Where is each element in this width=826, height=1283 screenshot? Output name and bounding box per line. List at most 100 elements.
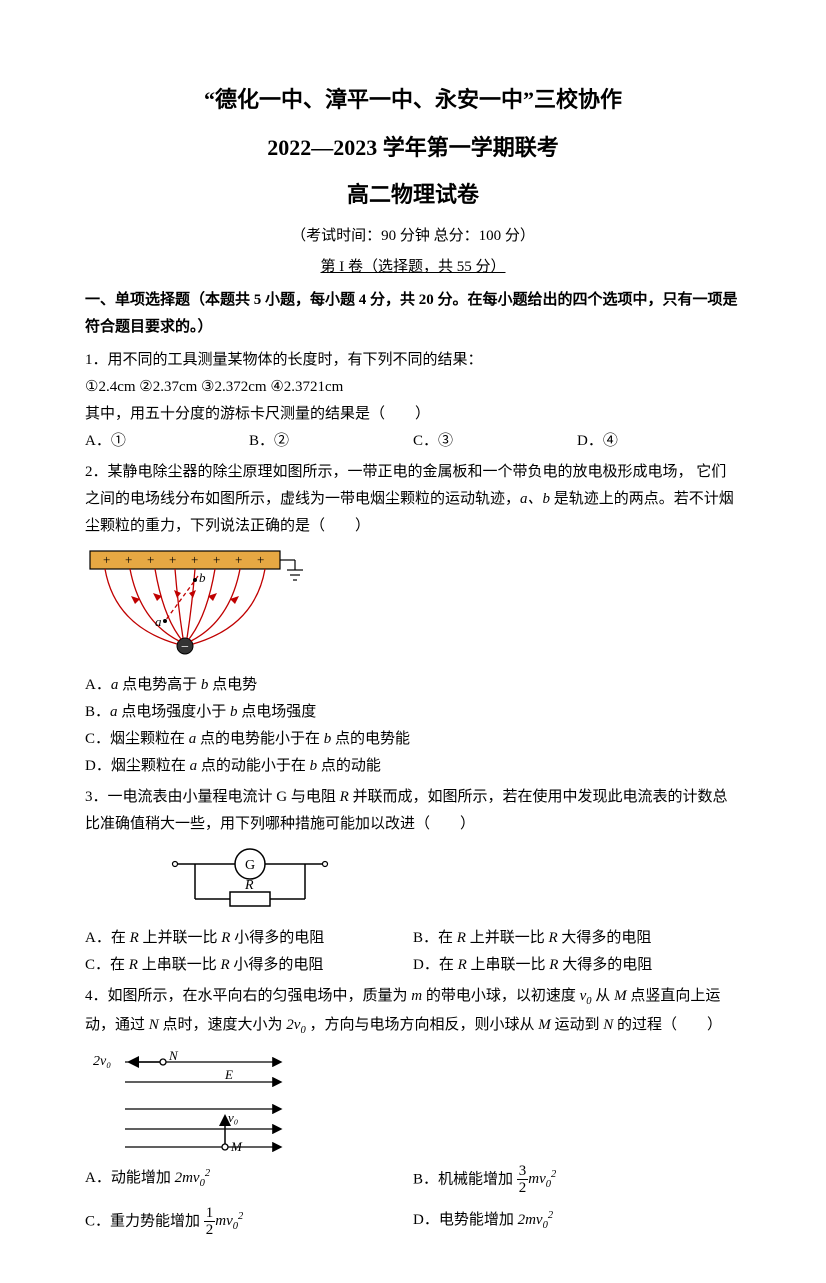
svg-text:2v₀: 2v₀ bbox=[93, 1054, 111, 1069]
svg-text:+: + bbox=[125, 552, 132, 567]
q4-optD-sup: 2 bbox=[548, 1210, 553, 1221]
q4-optD-sub: 0 bbox=[543, 1220, 548, 1231]
q2-b4: b bbox=[310, 758, 318, 774]
q4-optA-sup: 2 bbox=[205, 1168, 210, 1179]
svg-text:a: a bbox=[155, 614, 162, 629]
q4-optC-pre: C．重力势能增加 bbox=[85, 1213, 204, 1229]
q4-s5: 点时，速度大小为 bbox=[159, 1017, 287, 1033]
q1-optA: A．① bbox=[85, 428, 249, 455]
q4-optC-num: 1 bbox=[204, 1205, 216, 1223]
q3-optC: C．在 R 上串联一比 R 小得多的电阻 bbox=[85, 952, 413, 979]
svg-text:N: N bbox=[168, 1048, 179, 1063]
svg-text:G: G bbox=[245, 858, 255, 873]
q4-options-row1: A．动能增加 2mv02 B．机械能增加 32mv02 bbox=[85, 1163, 741, 1197]
q2-optD: D．烟尘颗粒在 a 点的动能小于在 b 点的动能 bbox=[85, 753, 741, 780]
q4-optC: C．重力势能增加 12mv02 bbox=[85, 1205, 413, 1239]
q3-optD-end: 大得多的电阻 bbox=[558, 957, 652, 973]
q4-optC-val: mv bbox=[215, 1213, 233, 1229]
q2-optA: A．a 点电势高于 b 点电势 bbox=[85, 672, 741, 699]
section-header: 第 I 卷（选择题，共 55 分） bbox=[85, 254, 741, 281]
q4-2v0: 2v bbox=[286, 1017, 300, 1033]
question-2: 2．某静电除尘器的除尘原理如图所示，一带正电的金属板和一个带负电的放电极形成电场… bbox=[85, 459, 741, 780]
svg-text:−: − bbox=[181, 640, 189, 655]
exam-info: （考试时间：90 分钟 总分：100 分） bbox=[85, 223, 741, 250]
q2-optB-mid: 点电场强度小于 bbox=[118, 704, 231, 720]
q4-optB-den: 2 bbox=[517, 1180, 529, 1197]
q4-m: m bbox=[411, 988, 422, 1004]
q1-stem: 1．用不同的工具测量某物体的长度时，有下列不同的结果： bbox=[85, 347, 741, 374]
q4-stem: 4．如图所示，在水平向右的匀强电场中，质量为 m 的带电小球，以初速度 v0 从… bbox=[85, 983, 741, 1041]
svg-text:+: + bbox=[191, 552, 198, 567]
q3-stem-l1: 3．一电流表由小量程电流计 G 与电阻 bbox=[85, 789, 340, 805]
q2-stem-l1: 2．某静电除尘器的除尘原理如图所示，一带正电的金属板和一个带负电的放电极形成电场… bbox=[85, 464, 693, 480]
q3-optA-pre: A．在 bbox=[85, 930, 130, 946]
section-instruction: 一、单项选择题（本题共 5 小题，每小题 4 分，共 20 分。在每小题给出的四… bbox=[85, 287, 741, 341]
q4-s1: 4．如图所示，在水平向右的匀强电场中，质量为 bbox=[85, 988, 411, 1004]
q2-optA-end: 点电势 bbox=[208, 677, 257, 693]
svg-text:E: E bbox=[224, 1067, 233, 1082]
q4-s7: 运动到 bbox=[551, 1017, 604, 1033]
q4-optA-pre: A．动能增加 bbox=[85, 1170, 175, 1186]
q2-ab: a、b bbox=[520, 491, 550, 507]
q4-optB-sub: 0 bbox=[546, 1179, 551, 1190]
q1-optD: D．④ bbox=[577, 428, 741, 455]
q4-M1: M bbox=[614, 988, 627, 1004]
q4-s8: 的过程（ ） bbox=[613, 1017, 722, 1033]
q3-options-row2: C．在 R 上串联一比 R 小得多的电阻 D．在 R 上串联一比 R 大得多的电… bbox=[85, 952, 741, 979]
q2-optD-end: 点的动能 bbox=[317, 758, 381, 774]
q4-optB: B．机械能增加 32mv02 bbox=[413, 1163, 741, 1197]
q2-b2: b bbox=[230, 704, 238, 720]
q3-RC1: R bbox=[129, 957, 138, 973]
q4-options-row2: C．重力势能增加 12mv02 D．电势能增加 2mv02 bbox=[85, 1205, 741, 1239]
q3-optB: B．在 R 上并联一比 R 大得多的电阻 bbox=[413, 925, 741, 952]
q3-optA: A．在 R 上并联一比 R 小得多的电阻 bbox=[85, 925, 413, 952]
q3-optC-pre: C．在 bbox=[85, 957, 129, 973]
q3-RC2: R bbox=[220, 957, 229, 973]
question-4: 4．如图所示，在水平向右的匀强电场中，质量为 m 的带电小球，以初速度 v0 从… bbox=[85, 983, 741, 1239]
q4-optB-num: 3 bbox=[517, 1163, 529, 1181]
svg-text:M: M bbox=[230, 1139, 243, 1154]
q2-optC-pre: C．烟尘颗粒在 bbox=[85, 731, 189, 747]
svg-text:+: + bbox=[257, 552, 264, 567]
q3-optC-end: 小得多的电阻 bbox=[230, 957, 324, 973]
q2-optC: C．烟尘颗粒在 a 点的电势能小于在 b 点的电势能 bbox=[85, 726, 741, 753]
q3-optC-mid: 上串联一比 bbox=[138, 957, 221, 973]
q3-RA1: R bbox=[130, 930, 139, 946]
q3-options-row1: A．在 R 上并联一比 R 小得多的电阻 B．在 R 上并联一比 R 大得多的电… bbox=[85, 925, 741, 952]
q4-optD-val: 2mv bbox=[518, 1212, 543, 1228]
svg-text:+: + bbox=[235, 552, 242, 567]
svg-text:+: + bbox=[103, 552, 110, 567]
q1-optC: C．③ bbox=[413, 428, 577, 455]
q4-optD: D．电势能增加 2mv02 bbox=[413, 1207, 741, 1236]
q2-a4: a bbox=[190, 758, 198, 774]
q4-N1: N bbox=[149, 1017, 159, 1033]
q4-optC-sup: 2 bbox=[238, 1211, 243, 1222]
q3-RB2: R bbox=[548, 930, 557, 946]
q3-optB-mid: 上并联一比 bbox=[466, 930, 549, 946]
q1-items: ①2.4cm ②2.37cm ③2.372cm ④2.3721cm bbox=[85, 374, 741, 401]
q3-optD: D．在 R 上串联一比 R 大得多的电阻 bbox=[413, 952, 741, 979]
q4-optC-den: 2 bbox=[204, 1222, 216, 1239]
q3-optA-mid: 上并联一比 bbox=[139, 930, 222, 946]
q2-optB-end: 点电场强度 bbox=[238, 704, 317, 720]
svg-text:+: + bbox=[169, 552, 176, 567]
q2-figure: + + + + + + + + − bbox=[85, 546, 741, 666]
q3-figure: G R bbox=[85, 844, 741, 919]
q3-optD-pre: D．在 bbox=[413, 957, 458, 973]
q4-figure: N 2v₀ E M v₀ bbox=[85, 1047, 741, 1157]
question-3: 3．一电流表由小量程电流计 G 与电阻 R 并联而成，如图所示，若在使用中发现此… bbox=[85, 784, 741, 979]
q3-stem: 3．一电流表由小量程电流计 G 与电阻 R 并联而成，如图所示，若在使用中发现此… bbox=[85, 784, 741, 838]
q3-R1: R bbox=[340, 789, 349, 805]
q1-optB: B．② bbox=[249, 428, 413, 455]
q2-optA-post: 点电势高于 bbox=[118, 677, 201, 693]
svg-text:+: + bbox=[213, 552, 220, 567]
q4-s2: 的带电小球，以初速度 bbox=[422, 988, 580, 1004]
q4-M2: M bbox=[538, 1017, 551, 1033]
svg-text:R: R bbox=[244, 878, 254, 893]
q2-optD-mid: 点的动能小于在 bbox=[197, 758, 310, 774]
q4-optA-sub: 0 bbox=[200, 1178, 205, 1189]
q2-stem: 2．某静电除尘器的除尘原理如图所示，一带正电的金属板和一个带负电的放电极形成电场… bbox=[85, 459, 741, 540]
q4-s3: 从 bbox=[592, 988, 615, 1004]
title-exam: 高二物理试卷 bbox=[85, 175, 741, 215]
q4-s6: ，方向与电场方向相反，则小球从 bbox=[306, 1017, 539, 1033]
